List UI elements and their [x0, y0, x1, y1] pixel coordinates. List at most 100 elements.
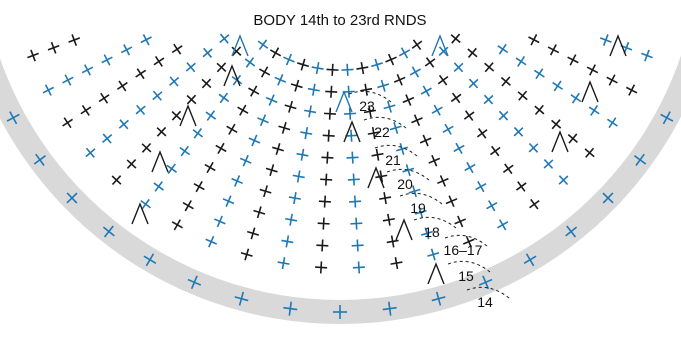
cross-stitch-icon [606, 74, 618, 86]
cross-stitch-icon [383, 100, 396, 113]
cross-stitch-icon [231, 175, 243, 187]
triangle-decrease-icon [179, 104, 197, 127]
cross-stitch-icon [349, 195, 362, 208]
triangle-decrease-icon [151, 150, 169, 173]
round-arcs [348, 90, 510, 299]
cross-stitch-icon [421, 227, 433, 240]
cross-stitch-icon [85, 147, 96, 158]
round-label: 14 [477, 294, 493, 310]
cross-stitch-icon [367, 127, 380, 140]
cross-stitch-icon [389, 121, 402, 134]
cross-stitch-icon [231, 74, 243, 86]
cross-stitch-icon [588, 104, 600, 116]
cross-stitch-icon [599, 34, 612, 46]
cross-stitch-icon [371, 148, 384, 161]
base-round-band [0, 55, 681, 324]
cross-stitch-icon [111, 175, 122, 186]
cross-stitch-icon [478, 275, 493, 290]
cross-stitch-icon [169, 76, 180, 87]
cross-stitch-icon [318, 195, 331, 208]
cross-stitch-icon [171, 219, 183, 231]
cross-stitch-icon [296, 148, 309, 161]
cross-stitch-icon [248, 85, 260, 97]
cross-stitch-icon [567, 133, 578, 144]
cross-stitch-icon [283, 53, 295, 66]
cross-stitch-icon [497, 43, 509, 55]
cross-stitch-icon [292, 170, 305, 183]
cross-stitch-icon [513, 126, 524, 137]
cross-stitch-icon [27, 49, 39, 62]
cross-stitch-icon [237, 104, 249, 116]
cross-stitch-icon [153, 55, 165, 67]
cross-stitch-icon [489, 145, 501, 157]
triangle-decrease-icon [335, 90, 353, 113]
cross-stitch-icon [352, 261, 365, 274]
cross-stitch-icon [486, 200, 498, 212]
cross-stitch-icon [347, 173, 360, 186]
round-label: 23 [359, 98, 375, 114]
cross-stitch-icon [660, 111, 674, 125]
cross-stitch-icon [62, 117, 73, 129]
cross-stitch-icon [152, 90, 163, 101]
cross-stitch-icon [558, 175, 569, 186]
cross-stitch-icon [218, 92, 230, 104]
cross-stitch-icon [179, 145, 191, 157]
cross-stitch-icon [141, 142, 152, 153]
cross-stitch-icon [402, 164, 415, 177]
cross-stitch-icon [468, 78, 479, 89]
cross-stitch-icon [186, 94, 197, 105]
cross-stitch-icon [297, 58, 310, 71]
triangle-decrease-icon [223, 64, 241, 87]
cross-stitch-icon [476, 128, 488, 139]
cross-stitch-icon [333, 305, 347, 319]
cross-stitch-icon [193, 181, 205, 193]
cross-stitch-icon [633, 153, 647, 166]
cross-stitch-icon [411, 39, 423, 51]
cross-stitch-icon [300, 127, 313, 140]
round-label: 19 [410, 200, 426, 216]
cross-stitch-icon [393, 73, 406, 86]
cross-stitch-icon [534, 104, 545, 116]
cross-stitch-icon [322, 129, 335, 142]
cross-stitch-icon [360, 83, 373, 96]
cross-stitch-icon [187, 275, 202, 290]
cross-stitch-icon [586, 64, 599, 76]
cross-stitch-icon [321, 151, 334, 164]
cross-stitch-icon [428, 154, 441, 167]
cross-stitch-icon [126, 159, 137, 169]
cross-stitch-icon [450, 92, 462, 104]
cross-stitch-icon [326, 63, 339, 76]
chart-title: BODY 14th to 23rd RNDS [253, 12, 426, 29]
cross-stitch-icon [379, 192, 392, 205]
cross-stitch-icon [284, 100, 297, 113]
cross-stitch-icon [409, 66, 421, 78]
cross-stitch-icon [42, 84, 55, 96]
cross-stitch-icon [81, 64, 94, 76]
cross-stitch-icon [551, 119, 562, 130]
cross-stitch-icon [204, 161, 216, 174]
cross-stitch-icon [454, 215, 467, 228]
cross-stitch-icon [239, 154, 252, 167]
cross-stitch-icon [307, 83, 320, 96]
cross-stitch-icon [171, 110, 182, 121]
cross-stitch-icon [497, 219, 509, 231]
cross-stitch-icon [323, 107, 337, 120]
cross-stitch-icon [231, 46, 242, 57]
triangle-decrease-icon [609, 34, 627, 57]
cross-stitch-icon [570, 92, 582, 104]
cross-stitch-icon [102, 225, 115, 238]
cross-stitch-icon [445, 195, 458, 208]
round-label: 20 [397, 176, 413, 192]
cross-stitch-icon [185, 62, 196, 73]
cross-stitch-icon [213, 215, 226, 228]
cross-stitch-icon [565, 225, 578, 238]
cross-stitch-icon [533, 68, 545, 80]
cross-stitch-icon [483, 94, 494, 105]
cross-stitch-icon [315, 261, 328, 274]
cross-stitch-icon [464, 161, 476, 174]
triangle-decrease-icon [581, 80, 599, 103]
triangle-decrease-icon [231, 34, 249, 57]
cross-stitch-icon [420, 85, 432, 97]
cross-stitch-icon [529, 198, 540, 210]
